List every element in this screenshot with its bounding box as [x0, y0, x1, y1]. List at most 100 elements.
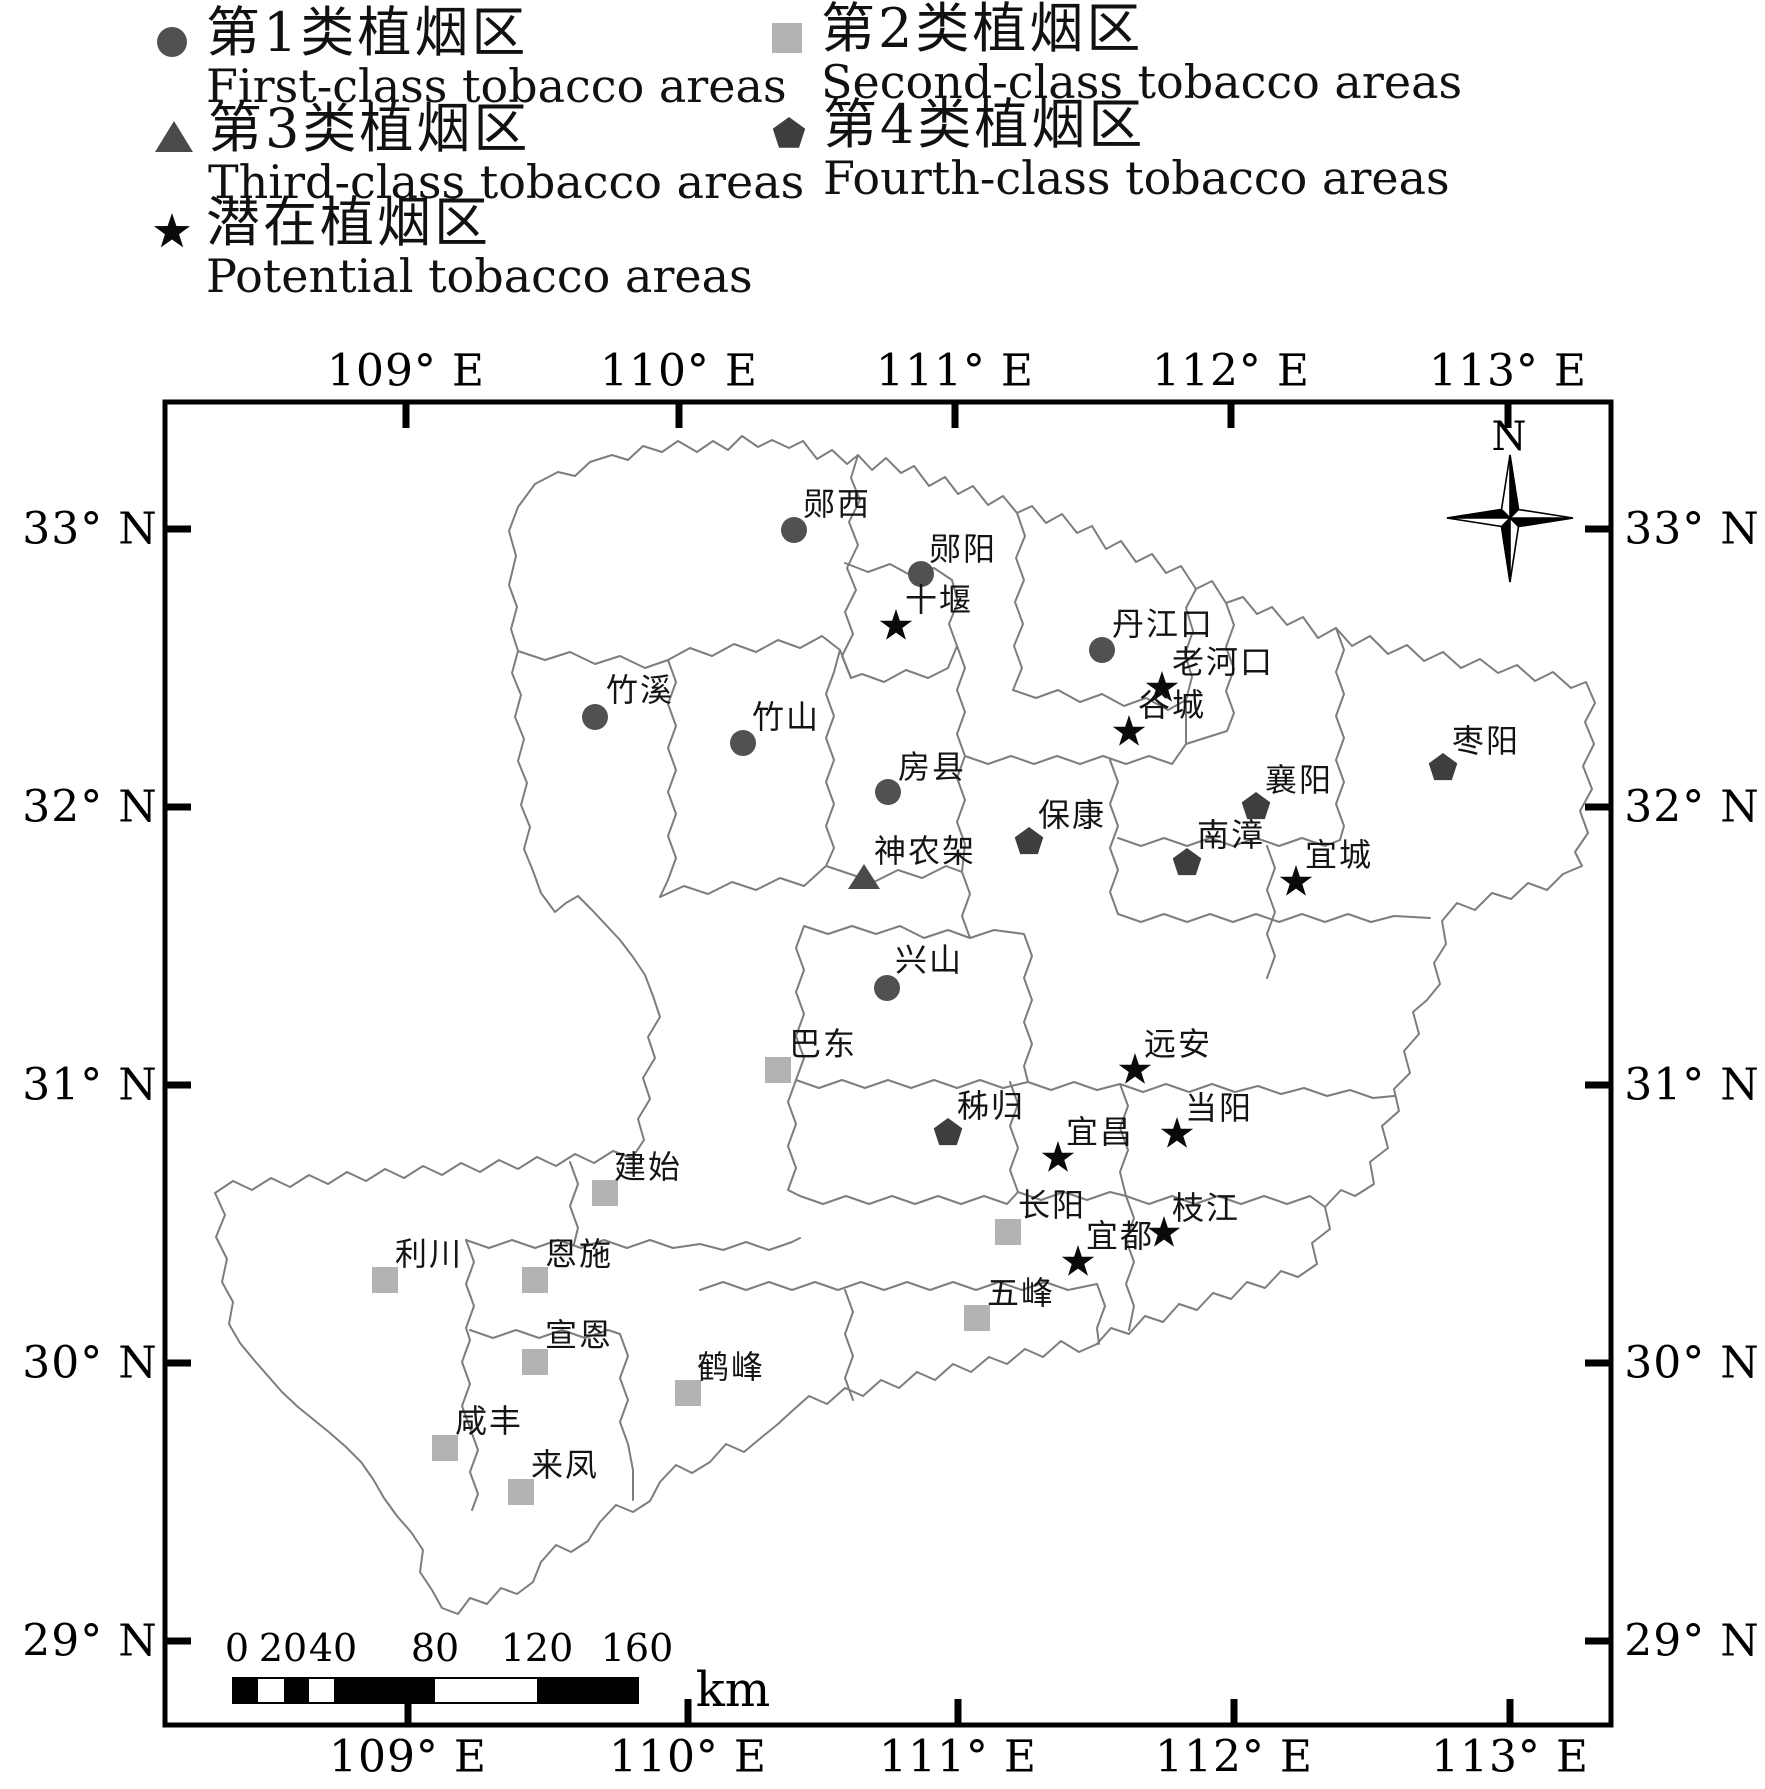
city-label: 宜昌 — [1065, 1113, 1135, 1151]
legend-label-en: Potential tobacco areas — [206, 249, 753, 303]
city-label: 秭归 — [956, 1087, 1026, 1125]
city-marker-third — [848, 864, 880, 889]
city-markers — [372, 517, 1458, 1505]
city-label: 十堰 — [904, 581, 974, 619]
city-label: 咸丰 — [454, 1402, 524, 1440]
axis-tick-label: 112° E — [1151, 345, 1311, 397]
city-label: 襄阳 — [1264, 761, 1334, 799]
city-marker-potential — [1041, 1141, 1075, 1172]
city-marker-potential — [1112, 715, 1146, 746]
axis-tick-label: 113° E — [1430, 1731, 1590, 1783]
city-label: 房县 — [897, 748, 967, 786]
axis-tick-label: 109° E — [326, 345, 486, 397]
city-marker-potential — [1279, 865, 1313, 896]
city-marker-fourth — [933, 1118, 963, 1146]
compass-north-label: N — [1491, 414, 1527, 460]
square-icon — [755, 0, 821, 60]
city-marker-second — [675, 1380, 701, 1406]
axis-tick-label: 113° E — [1428, 345, 1588, 397]
legend-label-zh: 第4类植烟区 — [823, 93, 1146, 156]
scale-unit-label: km — [695, 1662, 771, 1718]
city-label: 枝江 — [1171, 1189, 1241, 1227]
city-label: 巴东 — [788, 1025, 858, 1063]
axis-tick-label: 33° N — [22, 503, 158, 555]
legend-item-fourth-class: 第4类植烟区 Fourth-class tobacco areas — [757, 96, 1450, 202]
city-marker-second — [508, 1479, 534, 1505]
city-marker-fourth — [1014, 827, 1044, 855]
legend-item-first-class: 第1类植烟区 First-class tobacco areas — [140, 4, 787, 110]
axis-tick-label: 109° E — [328, 1731, 488, 1783]
axis-tick-label: 33° N — [1624, 503, 1760, 555]
city-marker-potential — [879, 609, 913, 640]
pentagon-icon — [757, 96, 823, 156]
city-marker-second — [964, 1305, 990, 1331]
city-label: 枣阳 — [1451, 722, 1521, 760]
city-label: 恩施 — [544, 1235, 614, 1273]
city-label: 当阳 — [1184, 1089, 1254, 1127]
city-marker-second — [765, 1057, 791, 1083]
city-label: 宜城 — [1304, 836, 1374, 874]
legend-label-en: Second-class tobacco areas — [821, 55, 1463, 109]
city-marker-potential — [1147, 1216, 1181, 1247]
axis-tick-label: 30° N — [1624, 1337, 1760, 1389]
axis-tick-label: 29° N — [22, 1615, 158, 1667]
city-label: 利川 — [394, 1235, 464, 1273]
city-label: 保康 — [1037, 796, 1107, 834]
city-marker-first — [874, 975, 900, 1001]
city-marker-first — [875, 779, 901, 805]
city-marker-second — [592, 1180, 618, 1206]
city-label: 郧阳 — [928, 530, 998, 568]
city-label: 谷城 — [1137, 686, 1207, 724]
legend-item-potential: 潜在植烟区 Potential tobacco areas — [140, 194, 753, 300]
axis-tick-label: 32° N — [22, 781, 158, 833]
scale-bar-tick-label: 80 — [410, 1626, 460, 1670]
city-marker-first — [582, 704, 608, 730]
legend-item-third-class: 第3类植烟区 Third-class tobacco areas — [142, 100, 804, 206]
city-label: 竹溪 — [605, 671, 675, 709]
legend-label-zh: 第3类植烟区 — [208, 97, 531, 160]
axis-tick-label: 111° E — [875, 345, 1035, 397]
legend-label-zh: 第2类植烟区 — [821, 0, 1144, 60]
city-marker-first — [730, 730, 756, 756]
city-label: 神农架 — [873, 832, 977, 870]
city-marker-first — [1089, 637, 1115, 663]
city-marker-fourth — [1241, 792, 1271, 820]
legend-label-zh: 潜在植烟区 — [206, 191, 491, 254]
city-marker-fourth — [1428, 753, 1458, 781]
city-label: 老河口 — [1171, 643, 1275, 681]
legend-label-zh: 第1类植烟区 — [206, 1, 529, 64]
scale-bar-tick-label: 0 — [224, 1626, 250, 1670]
county-boundaries — [214, 435, 1596, 1615]
city-marker-potential — [1061, 1245, 1095, 1276]
city-marker-first — [781, 517, 807, 543]
axis-tick-label: 110° E — [608, 1731, 768, 1783]
city-label: 郧西 — [802, 485, 872, 523]
city-marker-fourth — [1172, 848, 1202, 876]
axis-tick-label: 110° E — [599, 345, 759, 397]
city-marker-second — [372, 1267, 398, 1293]
city-label: 兴山 — [894, 941, 964, 979]
map-frame — [162, 399, 1614, 1728]
axis-ticks — [167, 404, 1609, 1723]
axis-tick-label: 112° E — [1154, 1731, 1314, 1783]
city-label: 丹江口 — [1111, 605, 1215, 643]
city-label: 宜都 — [1085, 1217, 1155, 1255]
scale-bar — [232, 1677, 639, 1704]
city-marker-potential — [1145, 671, 1179, 702]
axis-tick-label: 31° N — [1624, 1059, 1760, 1111]
city-label: 鹤峰 — [696, 1348, 766, 1386]
triangle-icon — [142, 100, 208, 160]
scale-bar-tick-label: 40 — [308, 1626, 358, 1670]
city-marker-second — [522, 1267, 548, 1293]
scale-bar-tick-label: 160 — [600, 1626, 674, 1670]
city-marker-potential — [1118, 1053, 1152, 1084]
scale-bar-tick-label: 120 — [500, 1626, 574, 1670]
star-icon — [140, 194, 206, 254]
axis-tick-label: 30° N — [22, 1337, 158, 1389]
city-label: 长阳 — [1017, 1186, 1087, 1224]
scale-bar-tick-label: 20 — [258, 1626, 308, 1670]
axis-tick-label: 111° E — [878, 1731, 1038, 1783]
axis-tick-label: 32° N — [1624, 781, 1760, 833]
city-label: 远安 — [1143, 1025, 1213, 1063]
